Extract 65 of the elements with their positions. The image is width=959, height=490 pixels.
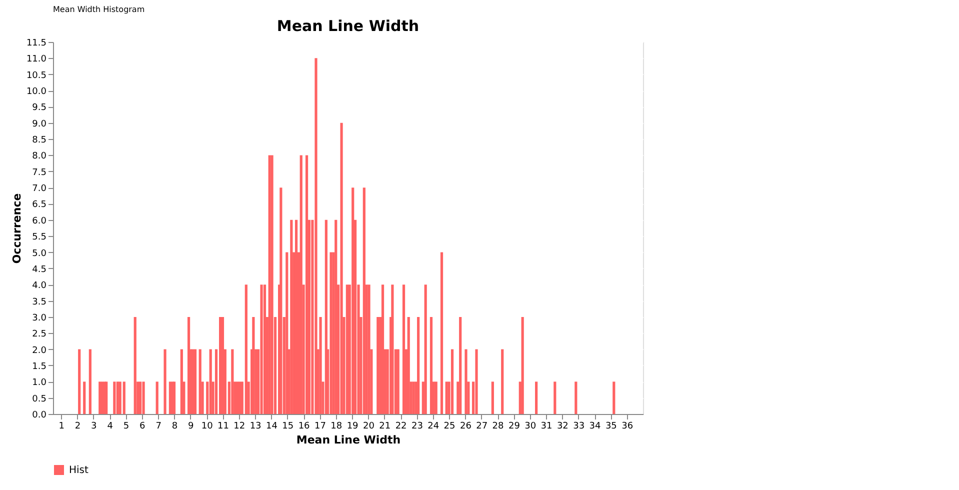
y-tick-label: 2.5 xyxy=(32,330,46,340)
y-tick-label: 5.0 xyxy=(32,248,47,259)
y-tick-label: 9.5 xyxy=(32,103,46,114)
x-tick-label: 32 xyxy=(556,422,568,432)
x-tick-label: 16 xyxy=(298,422,310,432)
x-tick-label: 17 xyxy=(314,422,326,432)
y-tick-label: 11.5 xyxy=(26,38,46,48)
x-tick-label: 11 xyxy=(218,422,229,432)
x-tick-label: 27 xyxy=(476,422,488,432)
y-tick-label: 1.0 xyxy=(32,378,47,388)
x-tick-label: 6 xyxy=(140,422,146,432)
y-tick-label: 1.5 xyxy=(32,362,46,372)
text: Mean Width Histogram xyxy=(53,5,145,14)
x-tick-label: 30 xyxy=(524,422,536,432)
x-tick-label: 15 xyxy=(282,422,294,432)
x-tick-label: 1 xyxy=(58,422,64,432)
y-tick-label: 3.5 xyxy=(32,297,46,308)
x-tick-label: 36 xyxy=(622,422,634,432)
y-tick-label: 5.5 xyxy=(32,232,46,243)
y-tick-label: 10.0 xyxy=(26,87,47,98)
x-tick-label: 23 xyxy=(411,422,423,432)
x-tick-label: 8 xyxy=(172,422,178,432)
y-tick-label: 4.5 xyxy=(32,264,46,275)
x-axis-title: Mean Line Width xyxy=(296,434,401,446)
y-tick-label: 0.0 xyxy=(32,410,47,420)
y-tick-label: 7.5 xyxy=(32,168,46,178)
x-tick-label: 9 xyxy=(188,422,194,432)
y-tick-label: 3.0 xyxy=(32,313,47,324)
legend-label: Hist xyxy=(69,465,89,476)
y-tick-label: 8.0 xyxy=(32,152,47,162)
x-tick-label: 7 xyxy=(156,422,162,432)
x-tick-label: 18 xyxy=(330,422,342,432)
y-tick-label: 11.0 xyxy=(26,54,47,65)
x-tick-label: 34 xyxy=(589,422,602,432)
x-tick-label: 25 xyxy=(444,422,456,432)
x-tick-label: 22 xyxy=(395,422,407,432)
x-tick-label: 12 xyxy=(234,422,246,432)
y-tick-label: 9.0 xyxy=(32,119,47,130)
x-tick-label: 21 xyxy=(379,422,391,432)
x-tick-label: 29 xyxy=(508,422,520,432)
x-tick-label: 2 xyxy=(74,422,81,432)
y-tick-label: 2.0 xyxy=(32,346,47,356)
x-tick-label: 31 xyxy=(540,422,552,432)
x-tick-label: 4 xyxy=(107,422,114,432)
x-tick-label: 10 xyxy=(201,422,214,432)
x-tick-label: 35 xyxy=(605,422,617,432)
x-tick-label: 5 xyxy=(123,422,130,432)
x-tick-label: 19 xyxy=(346,422,359,432)
y-tick-label: 10.5 xyxy=(26,70,46,81)
x-tick-label: 28 xyxy=(492,422,504,432)
x-tick-label: 3 xyxy=(91,422,97,432)
x-tick-label: 20 xyxy=(362,422,375,432)
x-tick-label: 13 xyxy=(250,422,262,432)
y-tick-label: 7.0 xyxy=(32,184,47,194)
y-tick-label: 8.5 xyxy=(32,136,46,146)
x-tick-label: 26 xyxy=(460,422,472,432)
x-tick-label: 33 xyxy=(573,422,585,432)
chart-title: Mean Line Width xyxy=(276,17,420,35)
y-tick-label: 6.0 xyxy=(32,216,47,226)
y-tick-label: 4.0 xyxy=(32,281,47,292)
x-tick-label: 14 xyxy=(266,422,278,432)
y-tick-label: 6.5 xyxy=(32,200,46,210)
y-tick-label: 0.5 xyxy=(32,394,46,404)
y-axis-title: Occurrence xyxy=(10,193,24,264)
x-tick-label: 24 xyxy=(428,422,440,432)
